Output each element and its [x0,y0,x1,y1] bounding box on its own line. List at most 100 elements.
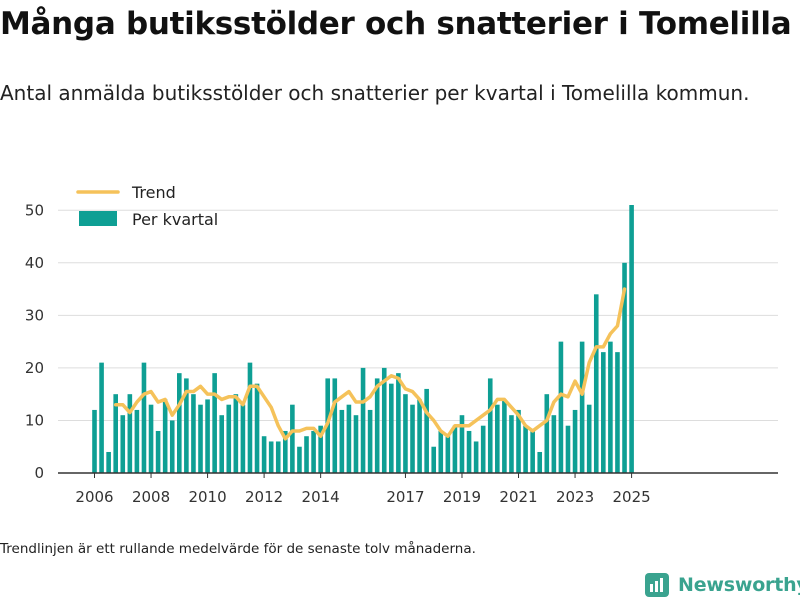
bar [487,378,493,473]
bar [403,394,408,474]
x-tick-labels: 2006 2008 2010 2012 2014 2017 2019 2021 2023 2025 [75,473,651,506]
bar [297,446,302,473]
x-tick-label: 2021 [499,488,537,506]
footnote: Trendlinjen är ett rullande medelvärde f… [0,541,476,557]
x-tick-label: 2025 [612,488,650,506]
bar [141,362,147,473]
bar [346,404,352,473]
bar [551,415,557,473]
bar [261,436,267,473]
bar [212,373,217,473]
y-gridlines [58,209,778,421]
chart-title: Många butiksstölder och snatterier i Tom… [0,6,792,42]
x-tick-label: 2010 [188,488,226,506]
brand-name: Newsworthy [678,574,800,596]
bar [177,373,182,473]
bar [502,399,507,473]
bar [353,415,359,473]
bar [537,451,543,473]
y-tick-label: 40 [25,254,44,272]
bar [240,404,246,473]
y-tick-label: 0 [34,464,44,482]
bar [480,425,486,473]
bar [586,404,592,473]
bar [381,367,387,473]
bar [254,383,260,473]
bar [530,430,535,473]
x-tick-label: 2023 [556,488,594,506]
bar [459,415,465,473]
bar [127,394,133,474]
bar [374,378,380,473]
bar [523,425,528,473]
bar [155,430,161,473]
y-tick-labels: 0 10 20 30 40 50 [25,201,44,482]
bar [572,409,578,473]
bar [247,362,253,473]
legend: Trend Per kvartal [76,183,218,229]
trend-line [113,287,627,441]
bar [268,441,274,473]
bar [275,441,281,473]
y-tick-label: 50 [25,201,44,219]
bar [120,415,126,473]
bar [226,404,232,473]
bar [198,404,203,473]
bar [558,341,564,474]
legend-label-trend: Trend [131,183,176,202]
bar [565,425,571,473]
x-tick-label: 2012 [245,488,283,506]
bar [92,409,97,473]
bar [219,415,225,473]
bar [233,394,239,474]
bar [516,409,521,473]
brand-logo: Newsworthy [644,570,800,600]
bar [473,441,479,473]
bar [544,394,550,474]
chart-subtitle: Antal anmälda butiksstölder och snatteri… [0,81,750,105]
bar [106,451,111,473]
bar [332,378,338,473]
bar [452,425,458,473]
bar [99,362,104,473]
y-tick-label: 20 [25,359,44,377]
bar [410,404,415,473]
bar [184,378,189,473]
bar [431,446,437,473]
bar [466,430,472,473]
bar [424,388,429,473]
bar [162,399,168,473]
bar [509,415,514,473]
x-tick-label: 2019 [443,488,481,506]
x-tick-label: 2006 [75,488,113,506]
bar [622,262,627,473]
bar-series-per-kvartal [92,205,634,474]
x-tick-label: 2008 [132,488,170,506]
bar [304,436,309,473]
y-tick-label: 10 [25,411,44,429]
x-tick-label: 2017 [386,488,424,506]
bar [339,409,345,473]
legend-label-per-kvartal: Per kvartal [132,210,218,229]
bar [283,430,288,473]
bar [389,383,394,473]
newsworthy-logo-icon [645,573,669,597]
bar [367,409,373,473]
bar [205,399,210,473]
bar [311,430,316,473]
bar [113,394,118,474]
y-tick-label: 30 [25,306,44,324]
bar [579,341,585,474]
bar [148,404,154,473]
bar [601,352,606,473]
legend-swatch-per-kvartal [79,211,117,226]
bar [290,404,295,473]
x-tick-label: 2014 [302,488,340,506]
bar [438,430,444,473]
bar [417,399,422,473]
bar [593,294,599,473]
bar [608,341,613,474]
bar [318,425,323,473]
bar [360,367,366,473]
